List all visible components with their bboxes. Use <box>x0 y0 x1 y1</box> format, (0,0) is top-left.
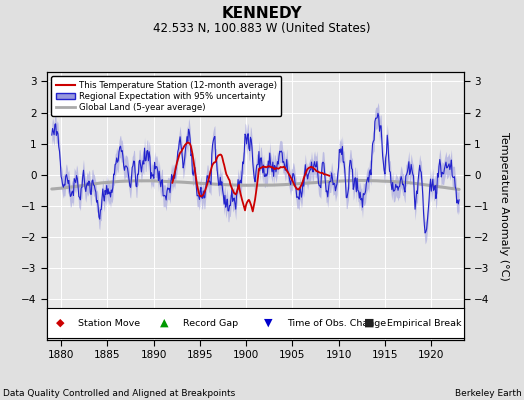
Text: ◆: ◆ <box>56 318 64 328</box>
Y-axis label: Temperature Anomaly (°C): Temperature Anomaly (°C) <box>499 132 509 280</box>
Text: KENNEDY: KENNEDY <box>222 6 302 21</box>
Text: Time of Obs. Change: Time of Obs. Change <box>287 318 386 328</box>
Text: Station Move: Station Move <box>79 318 140 328</box>
Text: Record Gap: Record Gap <box>182 318 238 328</box>
Text: 42.533 N, 100.883 W (United States): 42.533 N, 100.883 W (United States) <box>153 22 371 35</box>
Text: ▲: ▲ <box>160 318 168 328</box>
Text: ▼: ▼ <box>264 318 272 328</box>
Legend: This Temperature Station (12-month average), Regional Expectation with 95% uncer: This Temperature Station (12-month avera… <box>51 76 281 116</box>
Text: Empirical Break: Empirical Break <box>387 318 461 328</box>
Text: Berkeley Earth: Berkeley Earth <box>455 389 521 398</box>
Text: ■: ■ <box>364 318 374 328</box>
Text: Data Quality Controlled and Aligned at Breakpoints: Data Quality Controlled and Aligned at B… <box>3 389 235 398</box>
